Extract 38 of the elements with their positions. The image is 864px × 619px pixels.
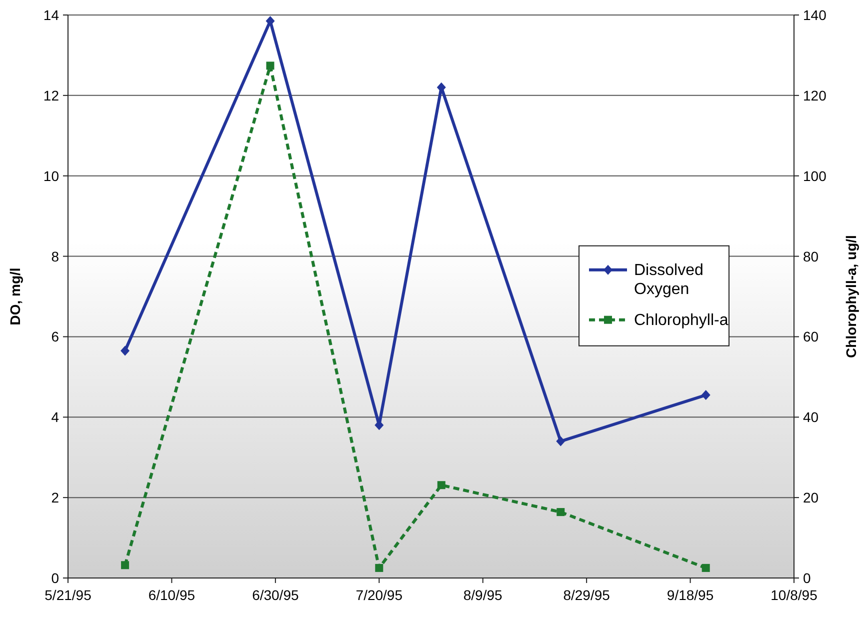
point <box>437 481 446 490</box>
y2-tick-label: 80 <box>803 248 819 264</box>
x-tick-label: 10/8/95 <box>770 587 818 603</box>
point <box>121 561 130 570</box>
y-tick-label: 10 <box>43 168 60 184</box>
y-axis-title: DO, mg/l <box>7 268 23 326</box>
y2-tick-label: 60 <box>803 328 819 345</box>
point <box>266 16 275 26</box>
y2-tick-label: 20 <box>803 490 819 506</box>
y-tick-label: 2 <box>51 490 60 506</box>
point <box>120 346 130 356</box>
point <box>701 390 710 400</box>
y2-tick-label: 0 <box>803 570 811 586</box>
point <box>556 436 566 446</box>
legend-label: Chlorophyll-a <box>634 312 728 329</box>
point <box>556 508 565 516</box>
y-tick-label: 6 <box>51 328 60 345</box>
x-tick-label: 8/29/95 <box>563 587 610 603</box>
y2-tick-label: 40 <box>803 409 819 426</box>
y2-tick-label: 100 <box>803 168 827 184</box>
y2-tick-label: 120 <box>803 87 827 104</box>
y-tick-label: 8 <box>51 248 60 264</box>
x-tick-label: 5/21/95 <box>44 587 92 603</box>
point <box>266 62 274 70</box>
legend-label: Dissolved Oxygen <box>634 262 704 298</box>
y-tick-label: 14 <box>43 7 60 23</box>
x-tick-label: 6/10/95 <box>148 587 196 603</box>
y2-axis-title: Chlorophyll-a, ug/l <box>843 235 859 358</box>
x-tick-label: 8/9/95 <box>463 587 503 603</box>
point <box>375 564 384 572</box>
y2-tick-label: 140 <box>803 7 827 23</box>
point <box>702 564 710 572</box>
x-tick-label: 9/18/95 <box>666 587 714 603</box>
x-tick-label: 6/30/95 <box>252 587 299 603</box>
y-tick-label: 0 <box>51 570 60 586</box>
y-tick-label: 4 <box>51 409 60 426</box>
x-tick-label: 7/20/95 <box>356 587 403 603</box>
y-tick-label: 12 <box>43 87 60 104</box>
